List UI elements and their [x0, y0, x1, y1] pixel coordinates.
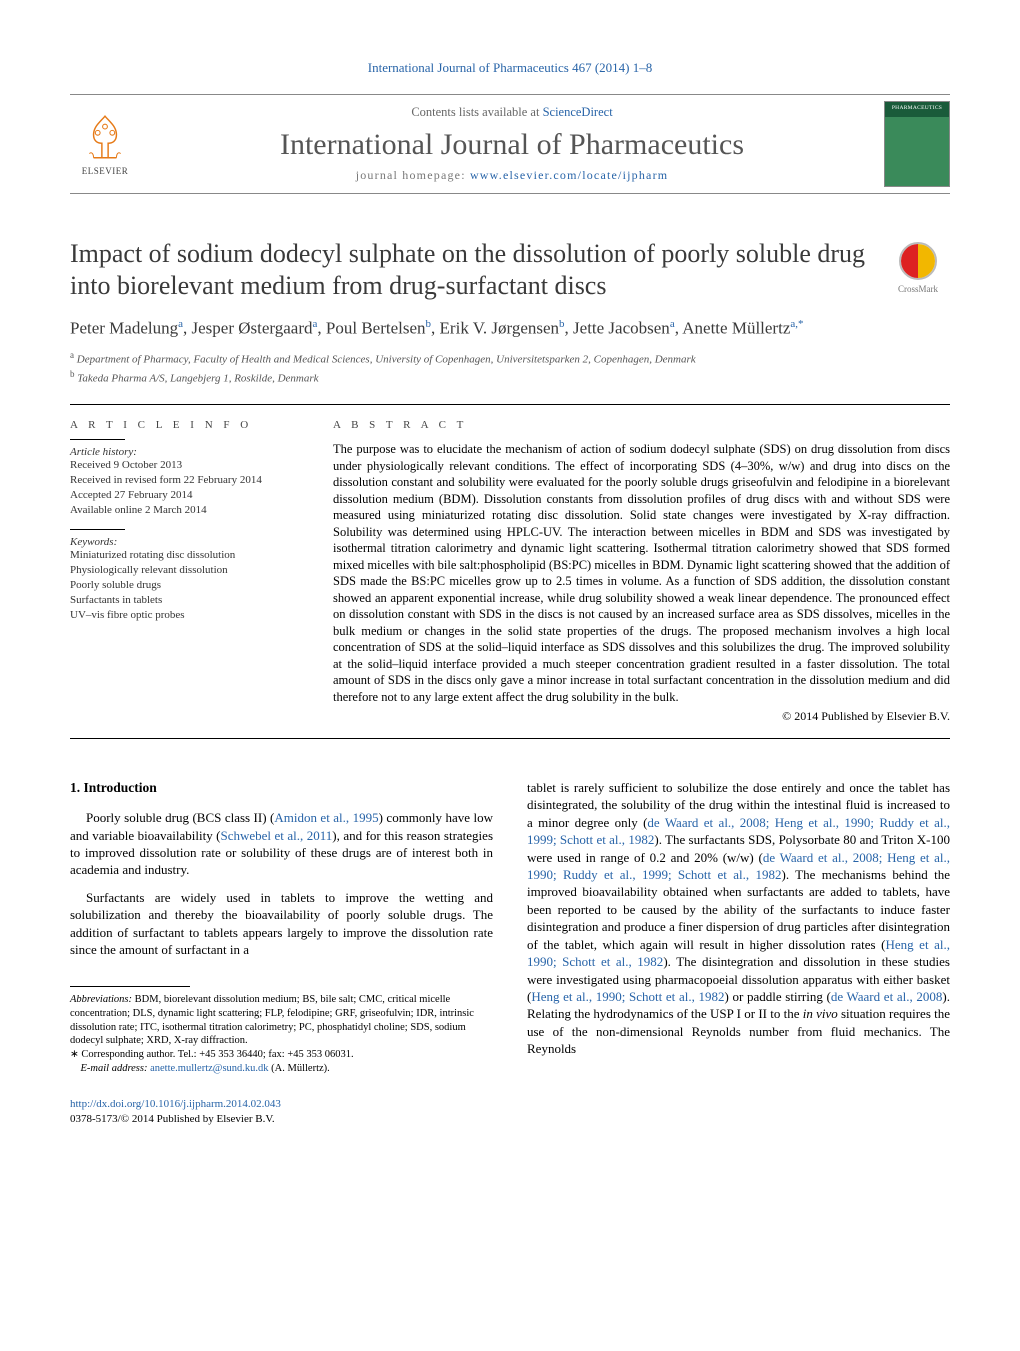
keyword-4: UV–vis fibre optic probes	[70, 608, 295, 623]
email-line: E-mail address: anette.mullertz@sund.ku.…	[70, 1062, 493, 1076]
article-head: Impact of sodium dodecyl sulphate on the…	[70, 238, 950, 301]
keyword-1: Physiologically relevant dissolution	[70, 563, 295, 578]
top-citation: International Journal of Pharmaceutics 4…	[70, 60, 950, 76]
article-title: Impact of sodium dodecyl sulphate on the…	[70, 238, 866, 301]
body-columns: 1. Introduction Poorly soluble drug (BCS…	[70, 779, 950, 1126]
homepage-prefix: journal homepage:	[356, 168, 470, 182]
contents-prefix: Contents lists available at	[411, 105, 542, 119]
elsevier-tree-icon	[79, 112, 131, 164]
authors: Peter Madelunga, Jesper Østergaarda, Pou…	[70, 317, 950, 341]
info-subrule-2	[70, 529, 125, 530]
abstract-text: The purpose was to elucidate the mechani…	[333, 441, 950, 705]
elsevier-logo-text: ELSEVIER	[82, 166, 129, 176]
header-center: Contents lists available at ScienceDirec…	[158, 105, 866, 183]
keyword-3: Surfactants in tablets	[70, 593, 295, 608]
homepage-link[interactable]: www.elsevier.com/locate/ijpharm	[470, 168, 668, 182]
affiliations: a Department of Pharmacy, Faculty of Hea…	[70, 349, 950, 386]
crossmark-badge[interactable]: CrossMark	[886, 242, 950, 294]
history-1: Received in revised form 22 February 201…	[70, 473, 295, 488]
footnotes: Abbreviations: BDM, biorelevant dissolut…	[70, 993, 493, 1075]
journal-cover-thumbnail: PHARMACEUTICS	[884, 101, 950, 187]
section-heading: 1. Introduction	[70, 779, 493, 797]
article-history: Article history: Received 9 October 2013…	[70, 446, 295, 517]
keywords-block: Keywords: Miniaturized rotating disc dis…	[70, 536, 295, 622]
homepage-line: journal homepage: www.elsevier.com/locat…	[158, 168, 866, 183]
rule-top	[70, 404, 950, 405]
email-link[interactable]: anette.mullertz@sund.ku.dk	[150, 1063, 268, 1074]
keywords-label: Keywords:	[70, 536, 295, 548]
body-right-column: tablet is rarely sufficient to solubiliz…	[527, 779, 950, 1126]
history-label: Article history:	[70, 446, 295, 458]
history-2: Accepted 27 February 2014	[70, 488, 295, 503]
page: International Journal of Pharmaceutics 4…	[0, 0, 1020, 1166]
body-p-right: tablet is rarely sufficient to solubiliz…	[527, 779, 950, 1058]
issn-line: 0378-5173/© 2014 Published by Elsevier B…	[70, 1112, 493, 1126]
article-info-column: a r t i c l e i n f o Article history: R…	[70, 419, 295, 724]
email-suffix: (A. Müllertz).	[269, 1063, 330, 1074]
keyword-2: Poorly soluble drugs	[70, 578, 295, 593]
info-subrule-1	[70, 439, 125, 440]
journal-header: ELSEVIER Contents lists available at Sci…	[70, 94, 950, 194]
abstract-copyright: © 2014 Published by Elsevier B.V.	[333, 709, 950, 724]
affiliation-a: a Department of Pharmacy, Faculty of Hea…	[70, 349, 950, 368]
doi-block: http://dx.doi.org/10.1016/j.ijpharm.2014…	[70, 1097, 493, 1126]
body-p1: Poorly soluble drug (BCS class II) (Amid…	[70, 809, 493, 879]
contents-line: Contents lists available at ScienceDirec…	[158, 105, 866, 120]
info-abstract-row: a r t i c l e i n f o Article history: R…	[70, 419, 950, 724]
crossmark-icon	[899, 242, 937, 280]
sciencedirect-link[interactable]: ScienceDirect	[543, 105, 613, 119]
elsevier-logo: ELSEVIER	[70, 105, 140, 183]
body-left-column: 1. Introduction Poorly soluble drug (BCS…	[70, 779, 493, 1126]
rule-bottom	[70, 738, 950, 739]
footnote-rule	[70, 986, 190, 987]
abbreviations: Abbreviations: BDM, biorelevant dissolut…	[70, 993, 493, 1048]
email-label: E-mail address:	[81, 1063, 148, 1074]
corresponding-author: ∗ Corresponding author. Tel.: +45 353 36…	[70, 1048, 493, 1062]
affiliation-b: b Takeda Pharma A/S, Langebjerg 1, Roski…	[70, 368, 950, 387]
cover-label: PHARMACEUTICS	[885, 105, 949, 111]
article-info-heading: a r t i c l e i n f o	[70, 419, 295, 431]
doi-link[interactable]: http://dx.doi.org/10.1016/j.ijpharm.2014…	[70, 1098, 281, 1110]
history-0: Received 9 October 2013	[70, 458, 295, 473]
body-p2: Surfactants are widely used in tablets t…	[70, 889, 493, 959]
abbrev-label: Abbreviations:	[70, 994, 132, 1005]
crossmark-label: CrossMark	[886, 284, 950, 294]
keyword-0: Miniaturized rotating disc dissolution	[70, 548, 295, 563]
abstract-column: a b s t r a c t The purpose was to eluci…	[333, 419, 950, 724]
journal-title: International Journal of Pharmaceutics	[158, 128, 866, 162]
history-3: Available online 2 March 2014	[70, 503, 295, 518]
abstract-heading: a b s t r a c t	[333, 419, 950, 431]
